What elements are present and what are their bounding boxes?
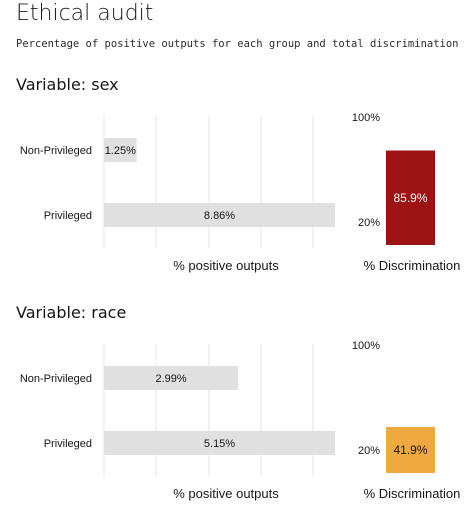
discrimination-axis-title: % Discrimination <box>364 258 461 273</box>
bar <box>104 431 335 455</box>
group-label: Privileged <box>44 210 92 222</box>
group-label: Non-Privileged <box>20 145 92 157</box>
bar <box>104 366 239 390</box>
discrimination-value: 85.9% <box>393 191 427 205</box>
bar-value-label: 5.15% <box>204 438 235 450</box>
x-axis-title: % positive outputs <box>173 486 279 501</box>
group-label: Non-Privileged <box>20 373 92 385</box>
disc-tick-label: 20% <box>358 445 380 457</box>
bar-value-label: 1.25% <box>105 145 136 157</box>
disc-tick-label: 100% <box>352 340 380 352</box>
disc-tick-label: 20% <box>358 217 380 229</box>
variable-title: Variable: sex <box>16 75 119 94</box>
panel-sex: Variable: sex Non-Privileged 1.25% Privile… <box>0 72 476 302</box>
group-label: Privileged <box>44 438 92 450</box>
bar-value-label: 2.99% <box>155 373 186 385</box>
bar <box>104 203 335 227</box>
page-subtitle: Percentage of positive outputs for each … <box>16 38 459 50</box>
panel-race: Variable: race Non-Privileged 2.99% Privil… <box>0 300 476 530</box>
chart-race: Non-Privileged 2.99% Privileged 5.15% % posi… <box>20 340 461 501</box>
discrimination-bar <box>386 150 435 245</box>
x-axis-title: % positive outputs <box>173 258 279 273</box>
discrimination-value: 41.9% <box>393 443 427 457</box>
discrimination-bar <box>386 426 435 473</box>
variable-title: Variable: race <box>16 303 127 322</box>
chart-sex: Non-Privileged 1.25% Privileged 8.86% % posi… <box>20 112 461 273</box>
disc-tick-label: 100% <box>352 112 380 124</box>
bar-value-label: 8.86% <box>204 210 235 222</box>
page-title: Ethical audit <box>16 1 154 26</box>
discrimination-axis-title: % Discrimination <box>364 486 461 501</box>
bar <box>104 138 137 162</box>
